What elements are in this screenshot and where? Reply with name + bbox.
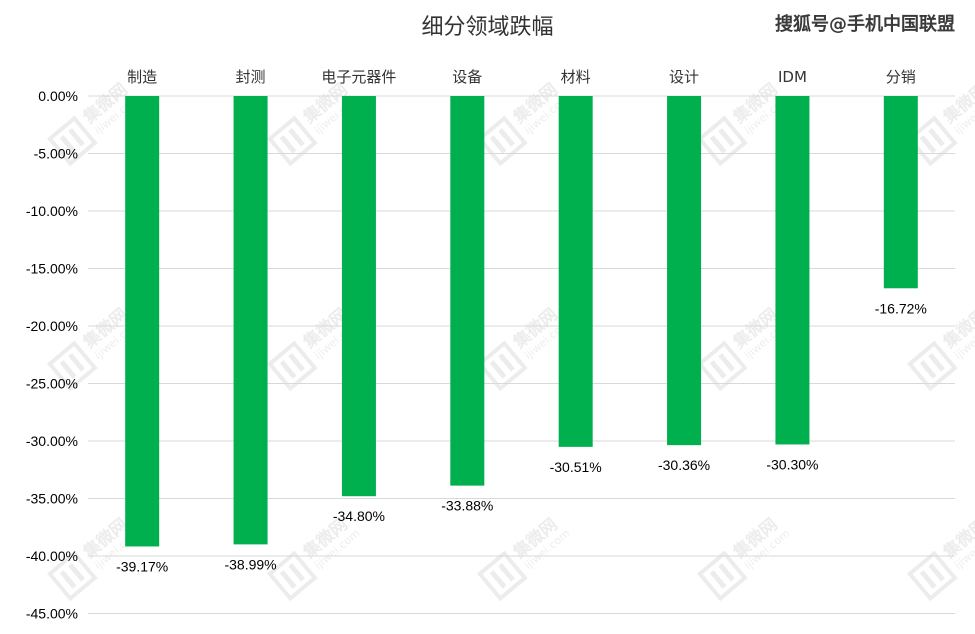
category-label: 设计 [669, 68, 699, 86]
category-label: IDM [778, 68, 807, 86]
y-tick-label: -45.00% [26, 606, 78, 622]
y-tick-label: -40.00% [26, 548, 78, 564]
data-label: -16.72% [875, 300, 927, 316]
data-label: -38.99% [224, 556, 276, 572]
category-label: 材料 [561, 68, 591, 86]
chart-title: 细分领域跌幅 [421, 15, 554, 40]
category-label: 制造 [127, 68, 157, 86]
bar [450, 96, 485, 486]
source-watermark: 搜狐号@手机中国联盟 [775, 14, 955, 35]
category-label: 分销 [886, 68, 916, 86]
y-tick-label: -15.00% [26, 261, 78, 277]
bar [233, 96, 268, 545]
category-label: 设备 [452, 68, 482, 86]
y-tick-label: -10.00% [26, 203, 78, 219]
data-label: -33.88% [441, 498, 493, 514]
data-label: -30.36% [658, 457, 710, 473]
y-tick-label: -5.00% [34, 146, 78, 162]
y-tick-label: 0.00% [38, 88, 78, 104]
bar [775, 96, 810, 445]
data-label: -39.17% [116, 558, 168, 574]
category-label: 封测 [236, 68, 266, 86]
data-label: -34.80% [333, 508, 385, 524]
bar [558, 96, 593, 447]
y-tick-label: -20.00% [26, 318, 78, 334]
data-label: -30.30% [766, 456, 818, 472]
bar [667, 96, 702, 446]
bar [883, 96, 918, 289]
y-tick-label: -30.00% [26, 433, 78, 449]
y-tick-label: -25.00% [26, 376, 78, 392]
bar [341, 96, 376, 497]
data-label: -30.51% [550, 459, 602, 475]
y-tick-label: -35.00% [26, 491, 78, 507]
category-label: 电子元器件 [321, 68, 396, 86]
bar [125, 96, 160, 547]
